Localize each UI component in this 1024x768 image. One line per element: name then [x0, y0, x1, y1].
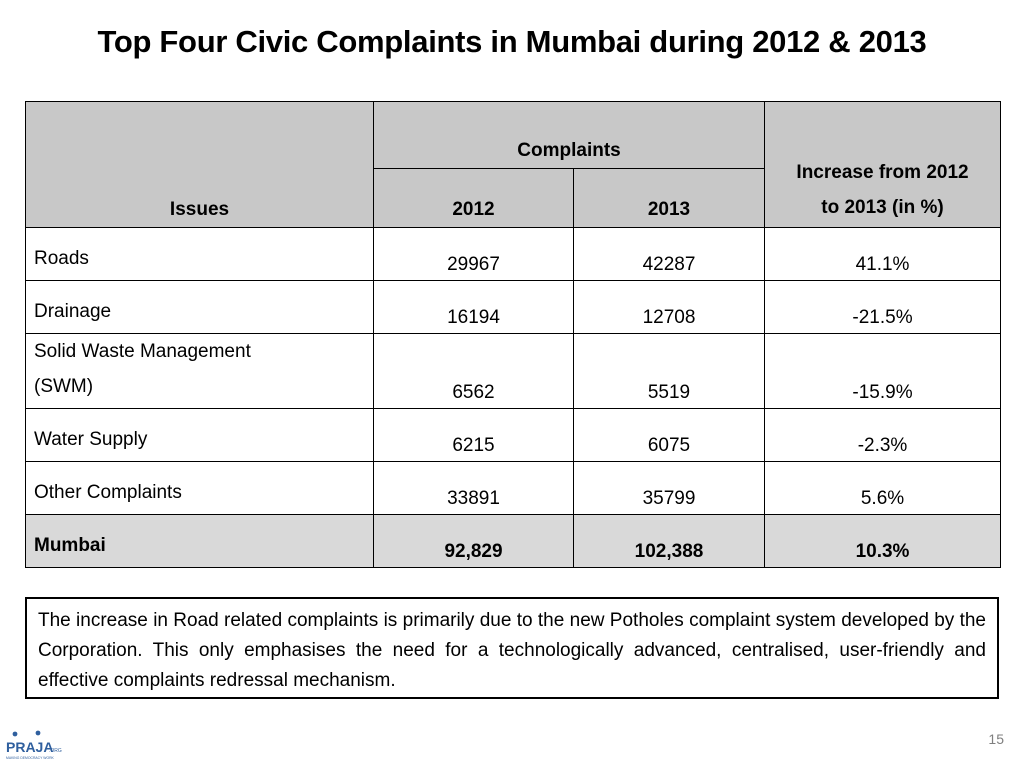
table-row: Water Supply 6215 6075 -2.3% — [25, 408, 1002, 462]
table-row: Roads 29967 42287 41.1% — [25, 227, 1002, 281]
total-issue-cell: Mumbai — [25, 514, 374, 568]
table-row: Other Complaints 33891 35799 5.6% — [25, 461, 1002, 515]
increase-cell: -15.9% — [764, 333, 1002, 409]
total-2012-cell: 92,829 — [373, 514, 574, 568]
value-2012-cell: 6562 — [373, 333, 574, 409]
logo-suffix: .ORG — [49, 748, 62, 754]
note-box: The increase in Road related complaints … — [25, 597, 999, 699]
issue-cell: Drainage — [25, 280, 374, 334]
issue-line2: (SWM) — [34, 376, 94, 397]
issue-line1: Solid Waste Management — [34, 341, 251, 362]
value-2013-cell: 42287 — [572, 227, 766, 281]
value-2012-cell: 29967 — [373, 227, 574, 281]
increase-cell: -2.3% — [764, 408, 1002, 462]
value-2013-cell: 35799 — [572, 461, 766, 515]
table-row: Drainage 16194 12708 -21.5% — [25, 280, 1002, 334]
value-2012-cell: 6215 — [373, 408, 574, 462]
header-2013: 2013 — [572, 168, 766, 228]
issue-cell: Other Complaints — [25, 461, 374, 515]
issue-cell: Roads — [25, 227, 374, 281]
table-row: Solid Waste Management (SWM) 6562 5519 -… — [25, 333, 1002, 409]
issue-cell: Water Supply — [25, 408, 374, 462]
complaints-table: Issues Complaints Increase from 2012 to … — [25, 101, 1002, 568]
header-increase-line1: Increase from 2012 — [796, 162, 969, 183]
value-2013-cell: 5519 — [572, 333, 766, 409]
header-increase: Increase from 2012 to 2013 (in %) — [764, 101, 1002, 228]
increase-cell: 5.6% — [764, 461, 1002, 515]
logo-name: PRAJA — [6, 739, 53, 755]
page-title: Top Four Civic Complaints in Mumbai duri… — [97, 24, 927, 59]
praja-logo: PRAJA .ORG MAKING DEMOCRACY WORK — [6, 730, 62, 760]
total-increase-cell: 10.3% — [764, 514, 1002, 568]
increase-cell: -21.5% — [764, 280, 1002, 334]
value-2013-cell: 6075 — [572, 408, 766, 462]
header-complaints: Complaints — [372, 101, 766, 169]
header-issues: Issues — [25, 101, 374, 228]
page-number: 15 — [988, 731, 1004, 747]
value-2013-cell: 12708 — [572, 280, 766, 334]
total-row: Mumbai 92,829 102,388 10.3% — [25, 514, 1002, 568]
value-2012-cell: 33891 — [373, 461, 574, 515]
total-2013-cell: 102,388 — [572, 514, 766, 568]
header-2012: 2012 — [373, 168, 574, 228]
increase-cell: 41.1% — [764, 227, 1002, 281]
issue-cell: Solid Waste Management (SWM) — [25, 333, 374, 409]
header-increase-line2: to 2013 (in %) — [821, 197, 944, 218]
logo-tagline: MAKING DEMOCRACY WORK — [6, 756, 55, 760]
value-2012-cell: 16194 — [373, 280, 574, 334]
